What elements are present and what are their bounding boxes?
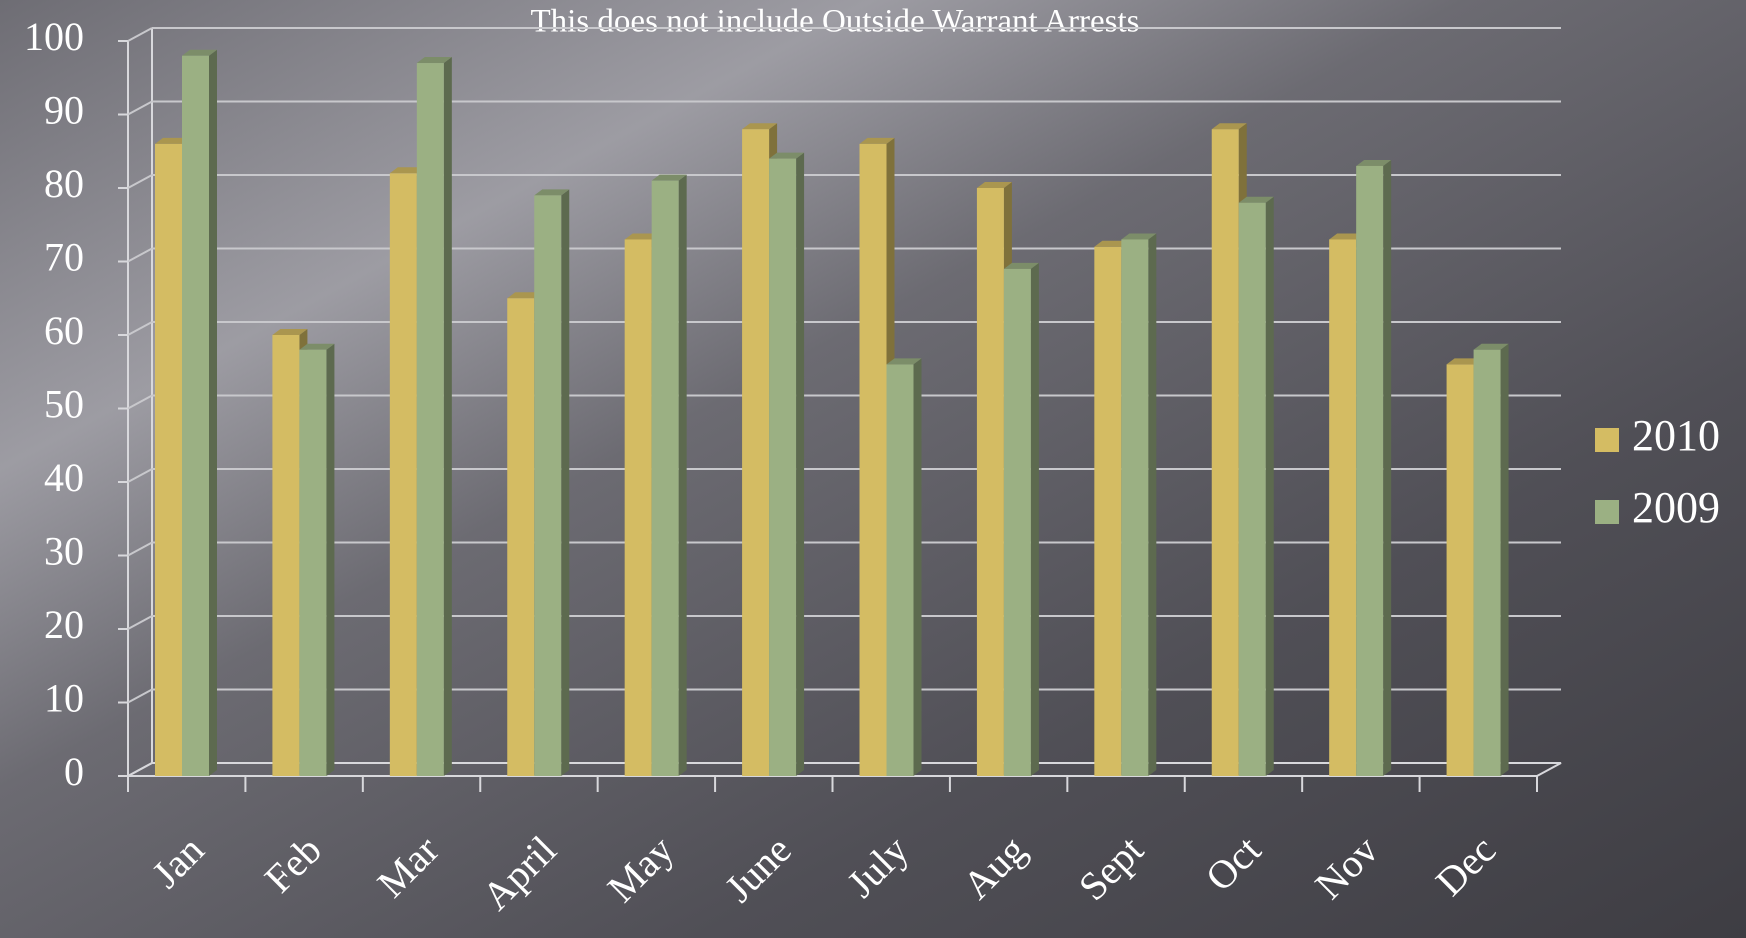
grid-diagonal bbox=[127, 247, 153, 263]
bar bbox=[1003, 268, 1031, 776]
grid-diagonal bbox=[127, 174, 153, 189]
bar bbox=[272, 335, 300, 776]
y-tick-label: 20 bbox=[44, 602, 84, 647]
legend-swatch bbox=[1595, 500, 1619, 524]
bar-top bbox=[624, 233, 660, 240]
legend-label: 2010 bbox=[1632, 411, 1720, 460]
grid-diagonal bbox=[127, 468, 153, 483]
bar-side bbox=[913, 358, 922, 776]
bar-side bbox=[1383, 159, 1392, 776]
bar-side bbox=[1148, 233, 1157, 776]
bar bbox=[389, 173, 417, 777]
bar-top bbox=[1094, 240, 1130, 247]
legend-label: 2009 bbox=[1632, 483, 1720, 532]
bar-side bbox=[443, 57, 452, 777]
y-tick-label: 70 bbox=[44, 235, 84, 280]
bar-top bbox=[1211, 123, 1247, 130]
bar-side bbox=[209, 49, 217, 776]
bar-side bbox=[678, 174, 687, 776]
grid-diagonal bbox=[127, 615, 153, 630]
y-tick-label: 30 bbox=[44, 529, 84, 574]
grid-diagonal bbox=[127, 541, 153, 557]
chart-title: This does not include Outside Warrant Ar… bbox=[531, 4, 1140, 40]
bar-side bbox=[1500, 343, 1509, 776]
grid-diagonal bbox=[127, 321, 153, 336]
bar bbox=[651, 180, 679, 776]
bar-side bbox=[1030, 262, 1039, 777]
y-tick-label: 10 bbox=[44, 676, 84, 721]
bar-top bbox=[507, 292, 543, 299]
bar bbox=[416, 63, 444, 777]
bar bbox=[1446, 364, 1474, 776]
bar bbox=[182, 55, 209, 776]
bar bbox=[155, 143, 182, 776]
bar-top bbox=[1121, 233, 1157, 240]
bar bbox=[769, 158, 797, 777]
bar-top bbox=[651, 174, 687, 181]
y-tick-label: 60 bbox=[44, 308, 84, 353]
bar bbox=[1094, 246, 1122, 777]
y-tick-label: 0 bbox=[64, 749, 84, 794]
bar-top bbox=[1356, 159, 1392, 166]
grid-diagonal bbox=[127, 688, 153, 704]
bar-top bbox=[886, 358, 922, 365]
bar-top bbox=[769, 152, 805, 159]
bar-top bbox=[389, 167, 425, 174]
bar-side bbox=[1265, 196, 1274, 776]
bar bbox=[507, 298, 535, 776]
bar-top bbox=[155, 137, 190, 144]
grid-diagonal bbox=[127, 100, 153, 116]
bar bbox=[1211, 129, 1239, 776]
bar-top bbox=[1473, 343, 1509, 350]
bar bbox=[742, 129, 770, 776]
bar-top bbox=[1003, 262, 1039, 269]
bar bbox=[976, 188, 1004, 776]
bar-top bbox=[859, 137, 895, 144]
bar-side bbox=[561, 189, 570, 777]
bar bbox=[1238, 202, 1266, 776]
bar bbox=[624, 239, 652, 776]
bar-top bbox=[976, 182, 1012, 188]
bar-side bbox=[326, 343, 335, 776]
bar bbox=[299, 349, 327, 776]
bar-top bbox=[182, 49, 217, 56]
bar-top bbox=[416, 57, 452, 64]
legend-swatch bbox=[1595, 428, 1619, 452]
bar bbox=[1121, 239, 1149, 776]
bar bbox=[1473, 349, 1501, 776]
bar-top bbox=[272, 329, 308, 335]
grid-diagonal bbox=[127, 27, 153, 42]
y-tick-label: 80 bbox=[44, 161, 84, 206]
bar bbox=[1356, 165, 1384, 776]
bar-top bbox=[299, 343, 335, 350]
bar bbox=[1329, 239, 1357, 776]
y-tick-label: 50 bbox=[44, 382, 84, 427]
grid-diagonal bbox=[127, 394, 153, 410]
bar-top bbox=[1238, 196, 1274, 203]
bar bbox=[859, 143, 887, 776]
y-tick-label: 90 bbox=[44, 88, 84, 133]
bar-top bbox=[534, 189, 570, 196]
y-tick-label: 40 bbox=[44, 455, 84, 500]
bar bbox=[886, 364, 914, 776]
bar-top bbox=[742, 123, 778, 130]
y-tick-label: 100 bbox=[24, 14, 84, 59]
bar-top bbox=[1446, 358, 1482, 365]
bar bbox=[534, 195, 562, 777]
bar-side bbox=[796, 152, 805, 777]
bar-top bbox=[1329, 233, 1365, 240]
